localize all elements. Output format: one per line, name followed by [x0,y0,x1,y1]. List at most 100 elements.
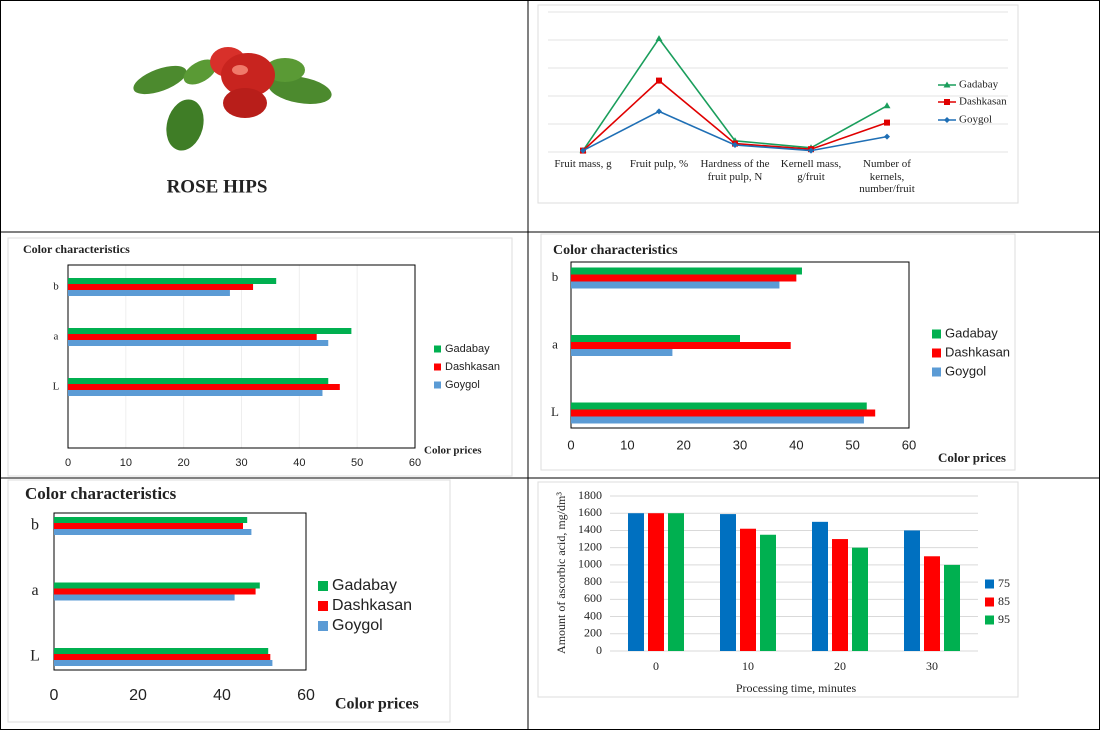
marker [580,147,586,154]
y-tick-label: 1800 [578,488,602,502]
x-tick-label: Hardness of the fruit pulp, N [700,158,770,183]
legend-label: Dashkasan [332,597,412,614]
x-tick-label: Kernell mass, g/fruit [780,158,842,183]
x-tick-label-box: Kernell mass, g/fruit [780,158,842,183]
x-tick-label: 0 [50,687,59,704]
bar [628,513,644,651]
legend-marker [944,99,950,105]
legend-label: Dashkasan [959,96,1007,108]
legend-label: Gadabay [445,343,490,355]
bar [68,378,329,384]
y-tick-label: 1200 [578,539,602,553]
bar [944,564,960,651]
legend-swatch [985,615,994,625]
y-tick-label: L [30,648,40,665]
y-tick-label: b [552,269,559,284]
bar [832,539,848,651]
x-tick-label: 20 [834,659,846,673]
legend-swatch [318,581,328,591]
legend-swatch [932,348,941,358]
y-tick-label: a [31,582,38,599]
bar [571,349,673,356]
marker [884,119,890,126]
x-axis-title: Color prices [335,696,419,713]
x-tick-label: 40 [789,437,803,452]
legend-swatch [434,381,441,389]
y-tick-label: b [53,281,59,293]
legend-label: 85 [998,594,1010,608]
legend-marker [943,81,951,88]
legend-swatch [434,363,441,371]
x-tick-label-box: Fruit pulp, % [629,158,689,170]
panel-frame [7,237,513,477]
marker [656,108,662,115]
bar [924,556,940,651]
panel-frame [537,4,1019,204]
x-tick-label-box: Number of kernels, number/fruit [859,158,915,195]
x-tick-label: 10 [120,457,132,469]
x-tick-label: 40 [213,687,231,704]
y-tick-label: b [31,517,39,534]
panel-frame [537,481,1019,698]
bar [668,513,684,651]
x-tick-label: Fruit mass, g [554,158,612,170]
legend-label: 95 [998,612,1010,626]
marker [883,102,891,109]
x-tick-label: 60 [902,437,916,452]
bar [68,334,317,340]
legend-label: Goygol [332,617,383,634]
x-axis-title: Color prices [424,445,482,457]
x-tick-label-box: Fruit mass, g [554,158,612,170]
bar [571,267,802,275]
legend-swatch [985,579,994,589]
marker [808,147,814,154]
bar [54,529,252,535]
bar [571,416,864,424]
legend-label: Gadabay [959,79,999,91]
bar [54,594,235,601]
x-tick-label: 20 [129,687,147,704]
legend-label: Gadabay [945,325,998,340]
x-tick-label: 50 [351,457,363,469]
y-tick-label: 0 [596,643,602,657]
x-axis-title: Color prices [938,450,1006,465]
y-tick-label: 1600 [578,505,602,519]
y-tick-label: 1400 [578,522,602,536]
marker [884,133,890,140]
y-tick-label: L [551,404,559,419]
y-tick-label: 800 [584,574,602,588]
x-tick-label: 20 [178,457,190,469]
legend-swatch [932,329,941,339]
y-tick-label: 200 [584,626,602,640]
x-tick-label: 30 [733,437,747,452]
x-tick-label: Fruit pulp, % [629,158,689,170]
panel-frame [7,479,451,723]
legend-label: 75 [998,576,1010,590]
y-tick-label: 400 [584,608,602,622]
line-series [582,37,888,152]
bar [68,340,329,346]
bar [68,284,254,290]
x-axis-title: Processing time, minutes [736,681,857,695]
legend-label: Goygol [945,363,986,378]
bar [571,274,797,282]
bar [720,514,736,651]
x-tick-label: 0 [653,659,659,673]
x-tick-label-box: Hardness of the fruit pulp, N [700,158,770,183]
y-tick-label: 600 [584,591,602,605]
bar [68,328,352,334]
x-tick-label: 0 [65,457,71,469]
y-axis-title: Amount of ascorbic acid, mg/dm³ [554,492,568,654]
legend-label: Goygol [445,379,480,391]
bar [54,648,269,654]
bar [904,530,920,651]
legend-label: Dashkasan [945,344,1010,359]
x-tick-label: 0 [567,437,574,452]
x-tick-label: 50 [845,437,859,452]
y-tick-label: a [552,336,558,351]
bar [68,390,323,396]
legend-label: Goygol [959,114,992,126]
chart-title: Color characteristics [553,243,678,258]
bar [760,534,776,651]
